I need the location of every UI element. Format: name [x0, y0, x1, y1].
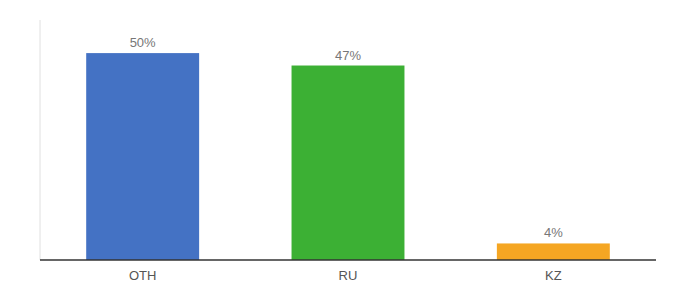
x-tick-label: RU [339, 268, 358, 283]
chart-svg: OTH RU KZ 50% 47% 4% [0, 0, 680, 300]
x-axis-line [40, 259, 656, 261]
x-tick-label: OTH [129, 268, 156, 283]
bar [292, 66, 405, 260]
x-tick-label: KZ [545, 268, 562, 283]
chart-container: OTH RU KZ 50% 47% 4% [0, 0, 680, 300]
bars [86, 53, 610, 260]
bar [497, 243, 610, 260]
y-axis-line [40, 20, 41, 260]
data-label: 47% [335, 48, 361, 63]
data-label: 50% [130, 35, 156, 50]
data-label: 4% [544, 225, 563, 240]
bar [86, 53, 199, 260]
